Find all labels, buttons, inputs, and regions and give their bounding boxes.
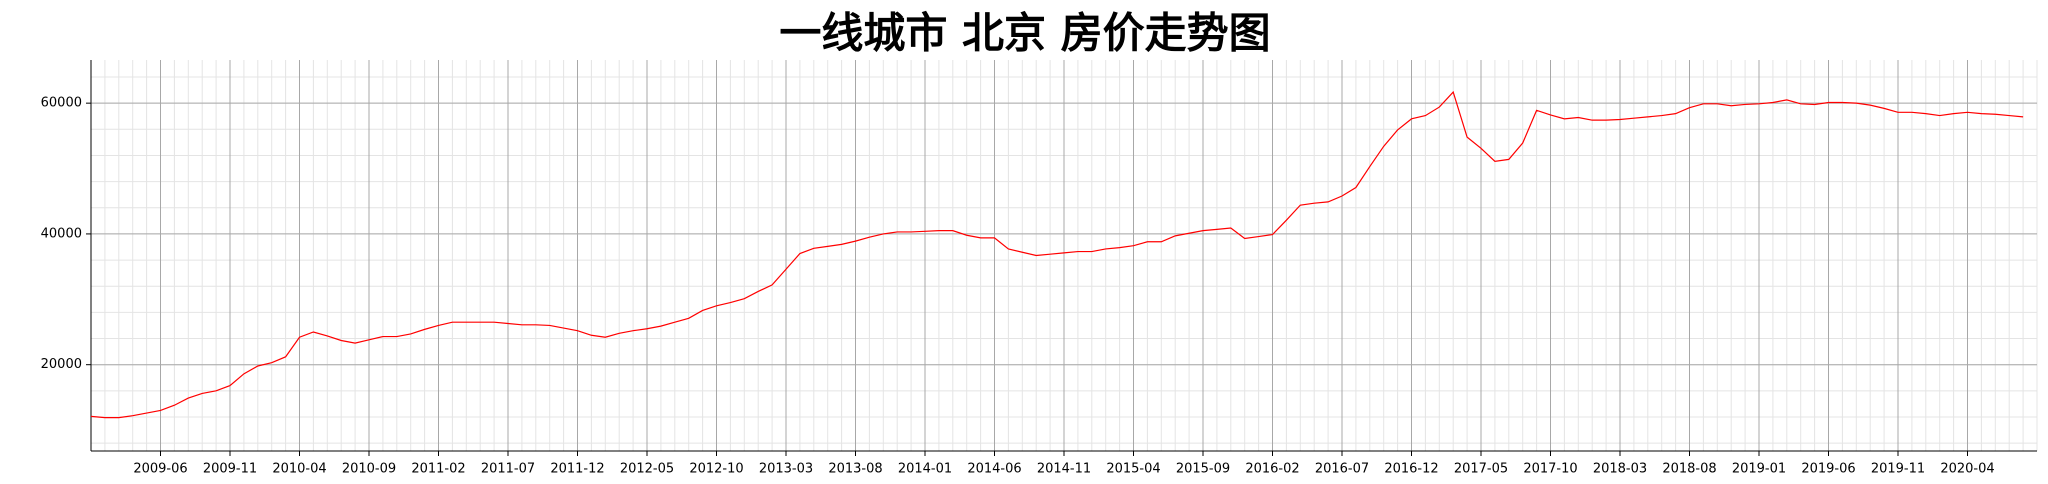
x-tick-label: 2016-02 bbox=[1245, 462, 1299, 477]
x-tick-label: 2016-12 bbox=[1384, 462, 1438, 477]
x-tick-label: 2017-10 bbox=[1523, 462, 1577, 477]
x-tick-label: 2019-01 bbox=[1732, 462, 1786, 477]
x-tick-label: 2014-11 bbox=[1037, 462, 1091, 477]
y-tick-label: 60000 bbox=[41, 96, 82, 111]
x-tick-label: 2018-08 bbox=[1662, 462, 1716, 477]
x-tick-label: 2011-12 bbox=[550, 462, 604, 477]
x-tick-label: 2011-02 bbox=[411, 462, 465, 477]
x-tick-label: 2014-06 bbox=[967, 462, 1021, 477]
x-tick-label: 2012-10 bbox=[689, 462, 743, 477]
x-tick-label: 2011-07 bbox=[481, 462, 535, 477]
chart-title: 一线城市 北京 房价走势图 bbox=[779, 9, 1270, 58]
x-tick-label: 2018-03 bbox=[1593, 462, 1647, 477]
x-tick-label: 2020-04 bbox=[1940, 462, 1994, 477]
x-tick-label: 2010-09 bbox=[342, 462, 396, 477]
x-tick-label: 2013-08 bbox=[828, 462, 882, 477]
x-tick-label: 2017-05 bbox=[1454, 462, 1508, 477]
x-tick-label: 2013-03 bbox=[759, 462, 813, 477]
x-tick-label: 2009-11 bbox=[203, 462, 257, 477]
x-tick-label: 2012-05 bbox=[620, 462, 674, 477]
y-tick-label: 40000 bbox=[41, 226, 82, 241]
x-tick-label: 2015-09 bbox=[1176, 462, 1230, 477]
x-tick-label: 2009-06 bbox=[133, 462, 187, 477]
x-tick-label: 2019-06 bbox=[1801, 462, 1855, 477]
x-tick-label: 2016-07 bbox=[1315, 462, 1369, 477]
line-series bbox=[90, 90, 2024, 419]
x-tick-label: 2014-01 bbox=[898, 462, 952, 477]
y-tick-label: 20000 bbox=[41, 357, 82, 372]
x-tick-label: 2010-04 bbox=[272, 462, 326, 477]
x-tick-label: 2015-04 bbox=[1106, 462, 1160, 477]
x-tick-label: 2019-11 bbox=[1871, 462, 1925, 477]
